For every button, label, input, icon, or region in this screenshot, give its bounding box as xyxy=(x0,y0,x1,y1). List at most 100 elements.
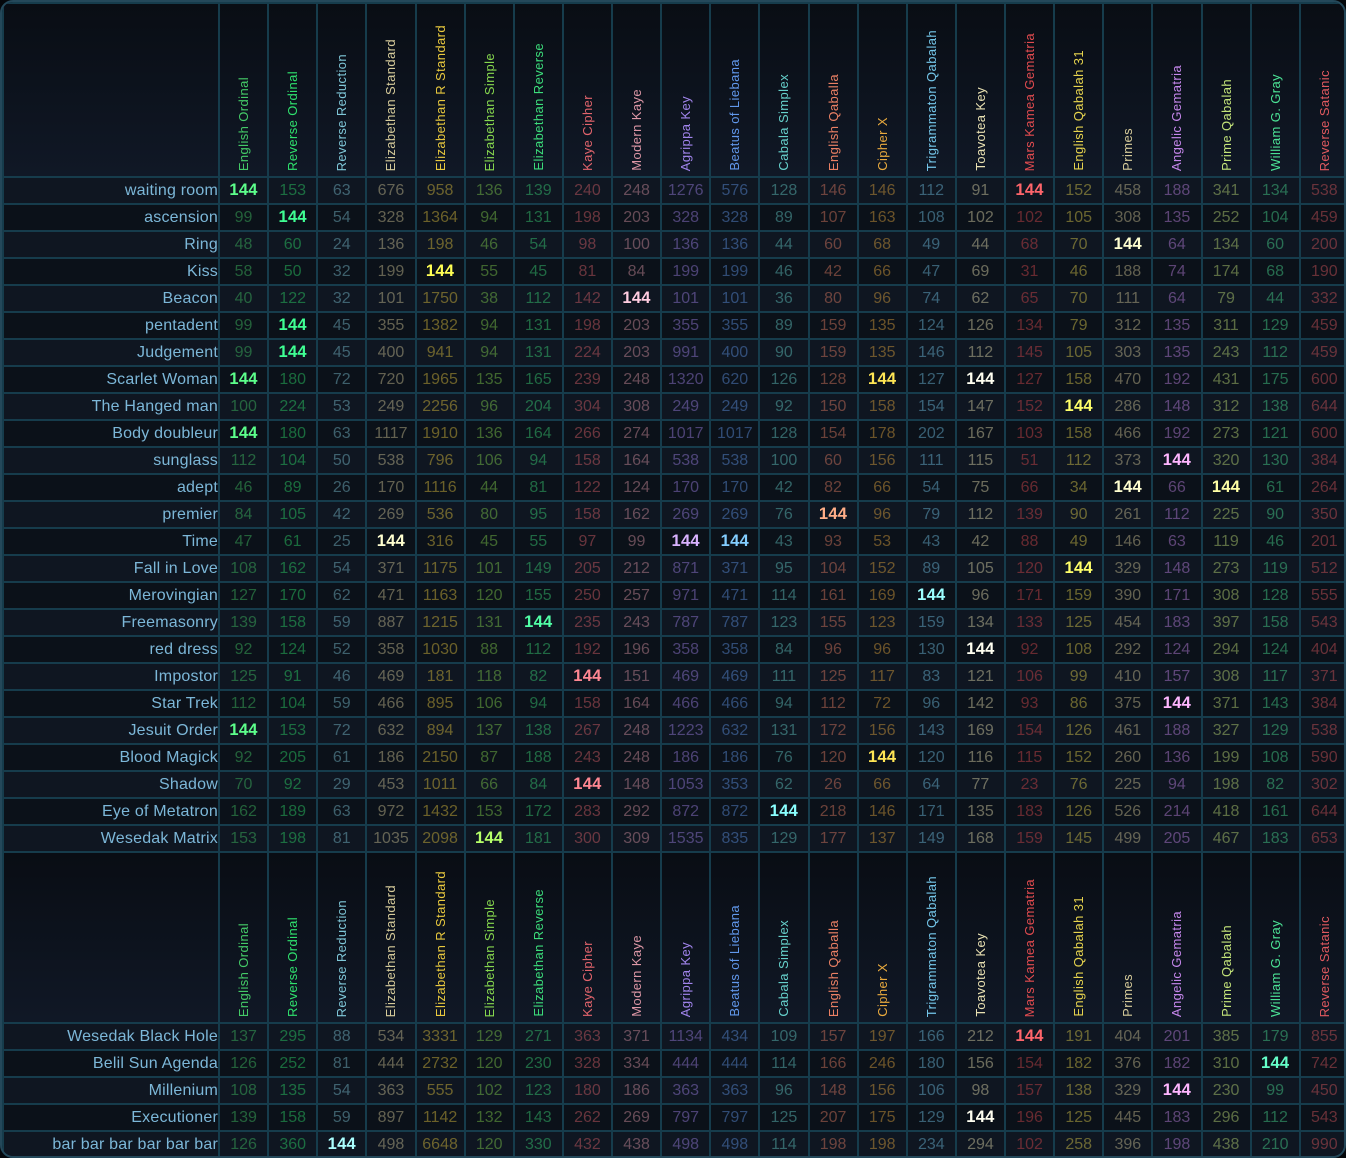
row-label[interactable]: Shadow xyxy=(2,770,220,799)
value-cell: 99 xyxy=(217,311,270,340)
value-cell: 148 xyxy=(807,1076,859,1105)
row-label[interactable]: Wesedak Black Hole xyxy=(2,1022,220,1051)
cell-value: 127 xyxy=(1016,370,1043,388)
column-header-william-g-gray[interactable]: William G. Gray xyxy=(1249,851,1301,1024)
column-header-reverse-reduction[interactable]: Reverse Reduction xyxy=(316,851,368,1024)
column-header-elizabethan-r-standard[interactable]: Elizabethan R Standard xyxy=(414,851,466,1024)
cell-value: 167 xyxy=(967,424,994,442)
column-header-toavotea-key[interactable]: Toavotea Key xyxy=(954,2,1007,178)
value-cell: 96 xyxy=(856,635,908,664)
row-label[interactable]: Freemasonry xyxy=(2,608,220,637)
column-header-prime-qabalah[interactable]: Prime Qabalah xyxy=(1200,851,1252,1024)
column-header-agrippa-key[interactable]: Agrippa Key xyxy=(660,2,712,178)
row-label[interactable]: Merovingian xyxy=(2,581,220,610)
cell-value: 2150 xyxy=(422,748,458,766)
row-label[interactable]: ascension xyxy=(2,203,220,232)
column-header-reverse-satanic[interactable]: Reverse Satanic xyxy=(1298,851,1344,1024)
column-header-trigrammaton-qabalah[interactable]: Trigrammaton Qabalah xyxy=(905,851,957,1024)
column-header-angelic-gematria[interactable]: Angelic Gematria xyxy=(1151,2,1203,178)
column-header-william-g-gray[interactable]: William G. Gray xyxy=(1249,2,1301,178)
value-cell: 466 xyxy=(709,689,761,718)
cell-value: 66 xyxy=(480,775,499,793)
column-header-elizabethan-r-standard[interactable]: Elizabethan R Standard xyxy=(414,2,466,178)
cell-value: 1382 xyxy=(422,316,458,334)
row-label[interactable]: pentadent xyxy=(2,311,220,340)
row-label[interactable]: Millenium xyxy=(2,1076,220,1105)
column-header-elizabethan-simple[interactable]: Elizabethan Simple xyxy=(463,851,515,1024)
column-header-reverse-reduction[interactable]: Reverse Reduction xyxy=(316,2,368,178)
row-label[interactable]: premier xyxy=(2,500,220,529)
column-header-agrippa-key[interactable]: Agrippa Key xyxy=(660,851,712,1024)
cell-value: 131 xyxy=(475,613,503,631)
column-header-primes[interactable]: Primes xyxy=(1102,2,1154,178)
column-header-beatus-of-liebana[interactable]: Beatus of Liebana xyxy=(709,851,761,1024)
column-header-english-qabalah-31[interactable]: English Qabalah 31 xyxy=(1053,851,1105,1024)
column-header-label: Reverse Reduction xyxy=(334,899,350,1017)
column-header-primes[interactable]: Primes xyxy=(1102,851,1154,1024)
column-header-toavotea-key[interactable]: Toavotea Key xyxy=(954,851,1007,1024)
row-label[interactable]: Impostor xyxy=(2,662,220,691)
value-cell: 167 xyxy=(954,419,1007,448)
cell-value: 787 xyxy=(721,613,749,631)
row-label[interactable]: Ring xyxy=(2,230,220,259)
cell-value: 129 xyxy=(1261,316,1289,334)
row-label[interactable]: red dress xyxy=(2,635,220,664)
column-header-elizabethan-reverse[interactable]: Elizabethan Reverse xyxy=(512,851,564,1024)
value-cell: 136 xyxy=(1151,743,1203,772)
cell-value: 261 xyxy=(1114,505,1142,523)
row-label[interactable]: Beacon xyxy=(2,284,220,313)
row-label[interactable]: Wesedak Matrix xyxy=(2,824,220,853)
row-label[interactable]: bar bar bar bar bar bar xyxy=(2,1130,220,1156)
row-label[interactable]: Executioner xyxy=(2,1103,220,1132)
column-header-mars-kamea-gematria[interactable]: Mars Kamea Gematria xyxy=(1003,851,1056,1024)
column-header-kaye-cipher[interactable]: Kaye Cipher xyxy=(561,2,614,178)
row-label[interactable]: Kiss xyxy=(2,257,220,286)
cell-value: 469 xyxy=(721,667,749,685)
row-label[interactable]: Star Trek xyxy=(2,689,220,718)
cell-value: 538 xyxy=(672,451,700,469)
value-cell: 302 xyxy=(1298,770,1344,799)
cell-value: 328 xyxy=(721,208,749,226)
column-header-english-qaballa[interactable]: English Qaballa xyxy=(807,2,859,178)
column-header-elizabethan-reverse[interactable]: Elizabethan Reverse xyxy=(512,2,564,178)
row-label[interactable]: Scarlet Woman xyxy=(2,365,220,394)
column-header-english-qabalah-31[interactable]: English Qabalah 31 xyxy=(1053,2,1105,178)
column-header-modern-kaye[interactable]: Modern Kaye xyxy=(610,851,663,1024)
row-label[interactable]: Jesuit Order xyxy=(2,716,220,745)
value-cell: 183 xyxy=(1249,824,1301,853)
row-label[interactable]: The Hanged man xyxy=(2,392,220,421)
column-header-cipher-x[interactable]: Cipher X xyxy=(856,851,908,1024)
column-header-beatus-of-liebana[interactable]: Beatus of Liebana xyxy=(709,2,761,178)
row-label[interactable]: Eye of Metatron xyxy=(2,797,220,826)
row-label[interactable]: Belil Sun Agenda xyxy=(2,1049,220,1078)
column-header-modern-kaye[interactable]: Modern Kaye xyxy=(610,2,663,178)
column-header-english-ordinal[interactable]: English Ordinal xyxy=(217,851,270,1024)
column-header-elizabethan-standard[interactable]: Elizabethan Standard xyxy=(365,851,417,1024)
column-header-cabala-simplex[interactable]: Cabala Simplex xyxy=(758,2,810,178)
row-label[interactable]: Fall in Love xyxy=(2,554,220,583)
row-label[interactable]: Blood Magick xyxy=(2,743,220,772)
column-header-elizabethan-simple[interactable]: Elizabethan Simple xyxy=(463,2,515,178)
value-cell: 461 xyxy=(1102,716,1154,745)
row-label[interactable]: Time xyxy=(2,527,220,556)
column-header-english-ordinal[interactable]: English Ordinal xyxy=(217,2,270,178)
column-header-cipher-x[interactable]: Cipher X xyxy=(856,2,908,178)
column-header-trigrammaton-qabalah[interactable]: Trigrammaton Qabalah xyxy=(905,2,957,178)
row-label[interactable]: Body doubleur xyxy=(2,419,220,448)
column-header-mars-kamea-gematria[interactable]: Mars Kamea Gematria xyxy=(1003,2,1056,178)
row-label[interactable]: waiting room xyxy=(2,176,220,205)
row-label[interactable]: Judgement xyxy=(2,338,220,367)
row-label[interactable]: sunglass xyxy=(2,446,220,475)
value-cell: 536 xyxy=(414,500,466,529)
column-header-kaye-cipher[interactable]: Kaye Cipher xyxy=(561,851,614,1024)
column-header-reverse-ordinal[interactable]: Reverse Ordinal xyxy=(267,851,319,1024)
column-header-reverse-ordinal[interactable]: Reverse Ordinal xyxy=(267,2,319,178)
column-header-prime-qabalah[interactable]: Prime Qabalah xyxy=(1200,2,1252,178)
column-header-reverse-satanic[interactable]: Reverse Satanic xyxy=(1298,2,1344,178)
column-header-elizabethan-standard[interactable]: Elizabethan Standard xyxy=(365,2,417,178)
value-cell: 329 xyxy=(1102,1076,1154,1105)
column-header-english-qaballa[interactable]: English Qaballa xyxy=(807,851,859,1024)
column-header-angelic-gematria[interactable]: Angelic Gematria xyxy=(1151,851,1203,1024)
row-label[interactable]: adept xyxy=(2,473,220,502)
column-header-cabala-simplex[interactable]: Cabala Simplex xyxy=(758,851,810,1024)
